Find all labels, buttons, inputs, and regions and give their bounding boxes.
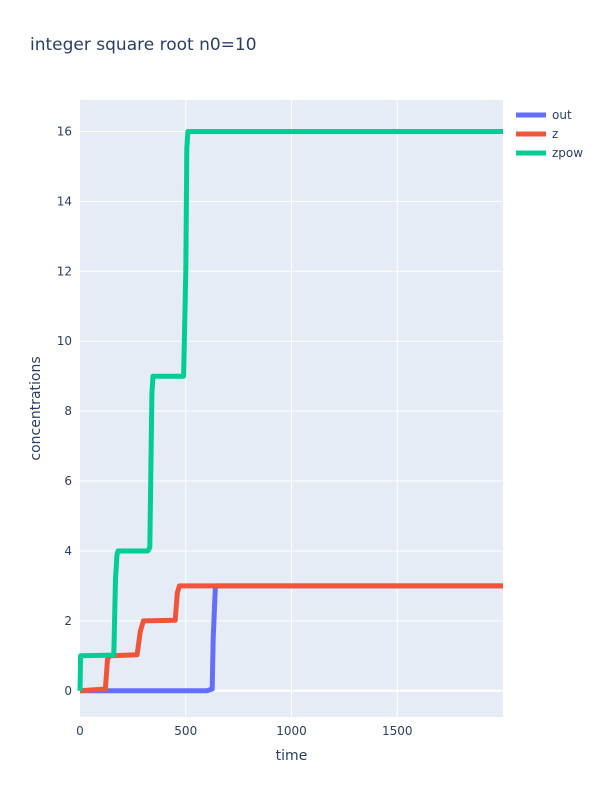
y-axis-title: concentrations: [28, 356, 44, 460]
y-tick-label: 10: [57, 334, 72, 348]
chart-title: integer square root n0=10: [30, 35, 257, 55]
series-line-z: [79, 583, 503, 694]
legend-label: out: [552, 108, 572, 122]
x-tick-label: 0: [76, 724, 84, 738]
legend[interactable]: out z zpow: [516, 108, 583, 160]
y-tick-label: 4: [64, 544, 72, 558]
x-tick-label: 500: [174, 724, 197, 738]
series-lines: [77, 129, 503, 694]
y-tick-label: 6: [64, 474, 72, 488]
x-axis-title: time: [276, 748, 308, 764]
legend-label: zpow: [552, 146, 583, 160]
y-tick-label: 8: [64, 404, 72, 418]
x-tick-label: 1000: [276, 724, 307, 738]
legend-label: z: [552, 127, 558, 141]
y-tick-label: 16: [57, 124, 72, 138]
x-axis-ticks: 0 500 1000 1500: [76, 724, 412, 738]
legend-item-out[interactable]: out: [516, 108, 572, 122]
x-tick-label: 1500: [382, 724, 413, 738]
y-axis-ticks: 0 2 4 6 8 10 12 14 16: [57, 124, 72, 697]
legend-item-z[interactable]: z: [516, 127, 558, 141]
series-line-zpow: [77, 129, 503, 691]
y-tick-label: 12: [57, 264, 72, 278]
y-tick-label: 0: [64, 684, 72, 698]
y-tick-label: 2: [64, 614, 72, 628]
legend-item-zpow[interactable]: zpow: [516, 146, 583, 160]
y-tick-label: 14: [57, 194, 72, 208]
